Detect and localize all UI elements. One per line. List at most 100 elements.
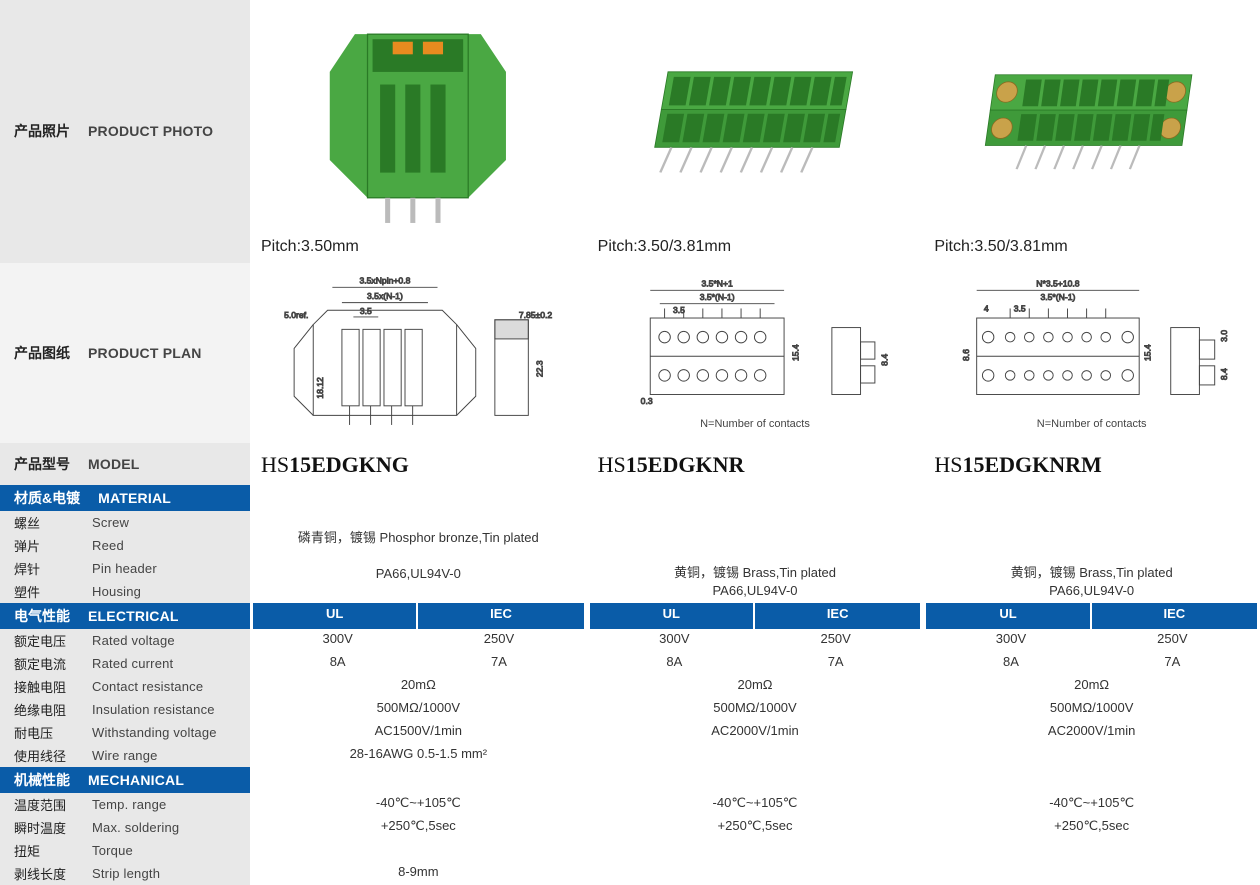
- photo-cell-0: Pitch:3.50mm: [250, 0, 587, 263]
- row-solder: 瞬时温度Max. soldering: [0, 816, 250, 839]
- svg-text:N*3.5+10.8: N*3.5+10.8: [1037, 279, 1080, 289]
- row-withstand: 耐电压Withstanding voltage: [0, 721, 250, 744]
- plan-drawing-icon: 3.5*N+1 3.5*(N-1) 3.5 0.3 15.4 8.4: [612, 275, 899, 418]
- contact-r-2: 20mΩ: [923, 675, 1260, 698]
- svg-text:15.4: 15.4: [790, 344, 800, 361]
- svg-text:3.5*(N-1): 3.5*(N-1): [1041, 292, 1076, 302]
- contact-r-1: 20mΩ: [587, 675, 924, 698]
- label-model-cn: 产品型号: [14, 454, 70, 474]
- mech-blank-0: [250, 767, 587, 793]
- label-model-en: MODEL: [88, 456, 140, 472]
- strip-1: [587, 862, 924, 885]
- housing-value-2: PA66,UL94V-0: [1049, 582, 1134, 599]
- housing-value-1: PA66,UL94V-0: [712, 582, 797, 599]
- row-housing: 塑件Housing: [0, 580, 250, 603]
- withstand-0: AC1500V/1min: [250, 721, 587, 744]
- temp-2: -40℃~+105℃: [923, 793, 1260, 816]
- svg-text:22.3: 22.3: [535, 360, 545, 377]
- pinhdr-value-1: 黄铜，镀锡 Brass,Tin plated: [674, 561, 836, 582]
- torque-1: [587, 839, 924, 862]
- section-mechanical-header: 机械性能 MECHANICAL: [0, 767, 250, 793]
- withstand-2: AC2000V/1min: [923, 721, 1260, 744]
- svg-text:8.6: 8.6: [961, 349, 971, 361]
- insul-r-1: 500MΩ/1000V: [587, 698, 924, 721]
- row-contact-r: 接触电阻Contact resistance: [0, 675, 250, 698]
- photo-cell-1: Pitch:3.50/3.81mm: [587, 0, 924, 263]
- rated-v-0: 300V250V: [250, 629, 587, 652]
- product-photo-2: [934, 9, 1249, 236]
- connector-icon: [292, 9, 544, 236]
- svg-text:5.0ref.: 5.0ref.: [284, 309, 308, 319]
- n-contacts-note-2: N=Number of contacts: [1037, 418, 1147, 430]
- rated-v-2: 300V250V: [923, 629, 1260, 652]
- row-torque: 扭矩Torque: [0, 839, 250, 862]
- svg-text:3.5: 3.5: [360, 306, 372, 316]
- model-text-0: HS15EDGKNG: [261, 452, 576, 478]
- svg-text:4: 4: [984, 303, 989, 313]
- row-rated-c: 额定电流Rated current: [0, 652, 250, 675]
- row-label-plan: 产品图纸 PRODUCT PLAN: [0, 263, 250, 444]
- wire-2: [923, 744, 1260, 767]
- insul-r-0: 500MΩ/1000V: [250, 698, 587, 721]
- n-contacts-note-1: N=Number of contacts: [700, 418, 810, 430]
- svg-text:3.5*N+1: 3.5*N+1: [701, 279, 733, 289]
- svg-text:0.3: 0.3: [640, 396, 652, 406]
- connector-icon: [966, 59, 1218, 185]
- pitch-label-0: Pitch:3.50mm: [261, 236, 576, 256]
- plan-drawing-icon: 3.5xNpin+0.8 3.5x(N-1) 3.5 5.0ref. 18.12: [275, 272, 562, 435]
- label-plan-en: PRODUCT PLAN: [88, 345, 202, 361]
- svg-text:3.5: 3.5: [1014, 303, 1026, 313]
- connector-icon: [629, 55, 881, 189]
- wire-0: 28-16AWG 0.5-1.5 mm²: [250, 744, 587, 767]
- solder-0: +250℃,5sec: [250, 816, 587, 839]
- rated-c-2: 8A7A: [923, 652, 1260, 675]
- svg-text:18.12: 18.12: [315, 376, 325, 398]
- material-values-2: 黄铜，镀锡 Brass,Tin plated PA66,UL94V-0: [923, 485, 1260, 603]
- datasheet-grid: 产品照片 PRODUCT PHOTO: [0, 0, 1260, 885]
- solder-2: +250℃,5sec: [923, 816, 1260, 839]
- row-label-photo: 产品照片 PRODUCT PHOTO: [0, 0, 250, 263]
- row-strip: 剥线长度Strip length: [0, 862, 250, 885]
- mech-blank-1: [587, 767, 924, 793]
- row-temp: 温度范围Temp. range: [0, 793, 250, 816]
- product-photo-0: [261, 9, 576, 236]
- svg-text:3.5xNpin+0.8: 3.5xNpin+0.8: [359, 275, 410, 285]
- temp-0: -40℃~+105℃: [250, 793, 587, 816]
- torque-0: [250, 839, 587, 862]
- svg-text:8.4: 8.4: [1219, 368, 1229, 380]
- strip-2: [923, 862, 1260, 885]
- ul-iec-header-2: ULIEC: [923, 603, 1260, 629]
- plan-cell-0: 3.5xNpin+0.8 3.5x(N-1) 3.5 5.0ref. 18.12: [250, 263, 587, 444]
- row-rated-v: 额定电压Rated voltage: [0, 629, 250, 652]
- model-text-1: HS15EDGKNR: [598, 452, 913, 478]
- section-electrical-header: 电气性能 ELECTRICAL: [0, 603, 250, 629]
- wire-1: [587, 744, 924, 767]
- svg-text:7.85±0.2: 7.85±0.2: [519, 309, 553, 319]
- row-insul-r: 绝缘电阻Insulation resistance: [0, 698, 250, 721]
- section-material-header: 材质&电镀 MATERIAL: [0, 485, 250, 511]
- model-cell-2: HS15EDGKNRM: [923, 443, 1260, 485]
- label-photo-en: PRODUCT PHOTO: [88, 123, 213, 139]
- material-values-0: 磷青铜，镀锡 Phosphor bronze,Tin plated PA66,U…: [250, 485, 587, 603]
- contact-r-0: 20mΩ: [250, 675, 587, 698]
- pitch-label-1: Pitch:3.50/3.81mm: [598, 236, 913, 256]
- model-text-2: HS15EDGKNRM: [934, 452, 1249, 478]
- svg-text:3.5x(N-1): 3.5x(N-1): [367, 290, 403, 300]
- svg-text:3.0: 3.0: [1219, 330, 1229, 342]
- row-reed: 弹片Reed: [0, 534, 250, 557]
- ul-iec-header-0: ULIEC: [250, 603, 587, 629]
- svg-text:8.4: 8.4: [879, 354, 889, 366]
- row-label-model: 产品型号 MODEL: [0, 443, 250, 485]
- plan-cell-1: 3.5*N+1 3.5*(N-1) 3.5 0.3 15.4 8.4: [587, 263, 924, 444]
- model-cell-1: HS15EDGKNR: [587, 443, 924, 485]
- pinhdr-value-2: 黄铜，镀锡 Brass,Tin plated: [1011, 561, 1173, 582]
- row-screw: 螺丝Screw: [0, 511, 250, 534]
- svg-text:15.4: 15.4: [1143, 344, 1153, 361]
- withstand-1: AC2000V/1min: [587, 721, 924, 744]
- rated-c-1: 8A7A: [587, 652, 924, 675]
- material-values-1: 黄铜，镀锡 Brass,Tin plated PA66,UL94V-0: [587, 485, 924, 603]
- row-pinhdr: 焊针Pin header: [0, 557, 250, 580]
- plan-cell-2: N*3.5+10.8 3.5*(N-1) 3.5 4 8.6 15.4: [923, 263, 1260, 444]
- rated-v-1: 300V250V: [587, 629, 924, 652]
- pitch-label-2: Pitch:3.50/3.81mm: [934, 236, 1249, 256]
